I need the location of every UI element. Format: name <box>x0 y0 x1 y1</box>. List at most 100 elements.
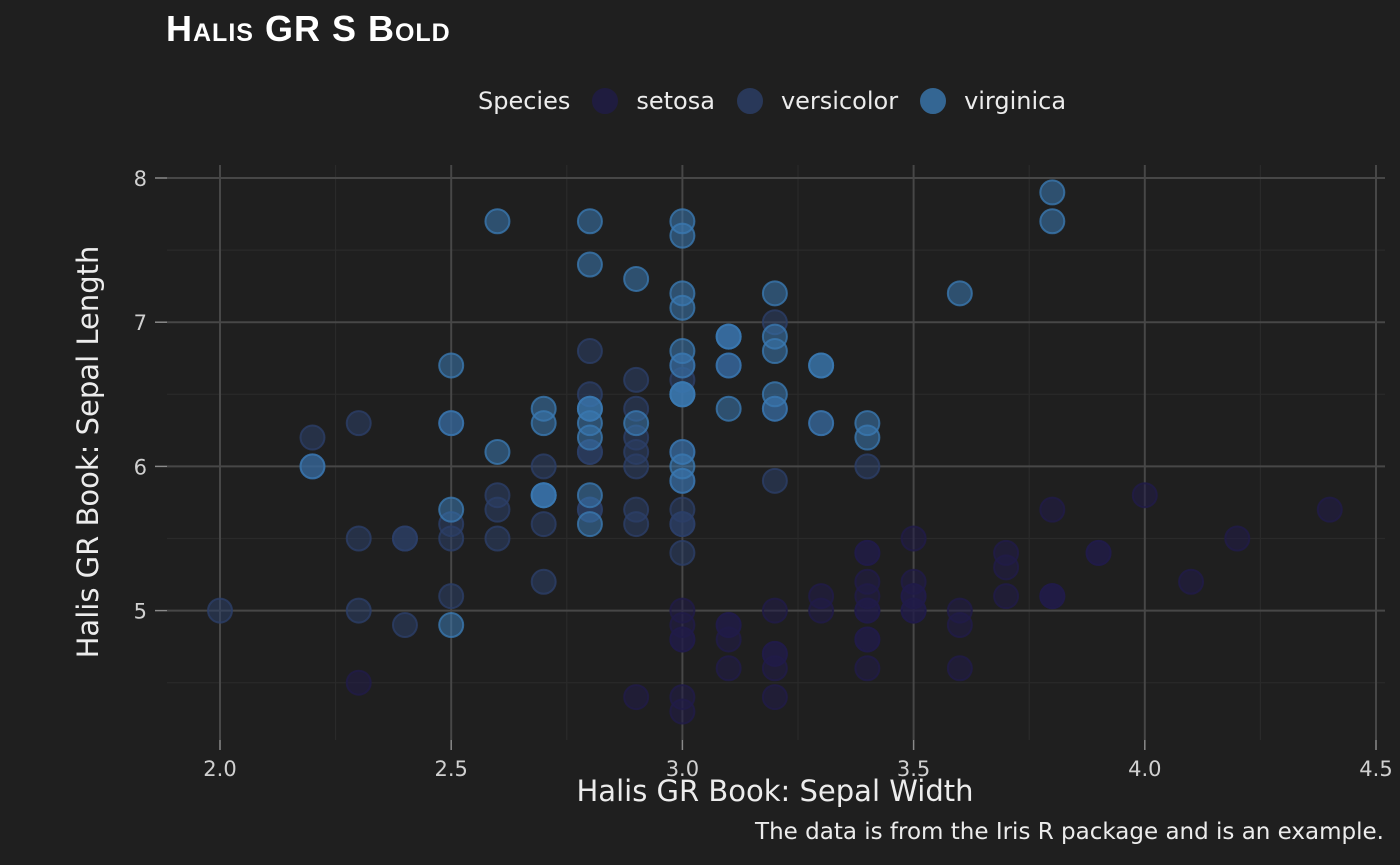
data-point-versicolor <box>623 366 650 393</box>
legend-item-virginica: virginica <box>920 87 1066 115</box>
data-point-virginica <box>530 482 557 509</box>
data-point-versicolor <box>438 525 465 552</box>
data-point-setosa <box>900 568 927 595</box>
data-point-virginica <box>761 338 788 365</box>
chart-caption: The data is from the Iris R package and … <box>755 819 1384 845</box>
data-point-setosa <box>1039 583 1066 610</box>
y-tick-label: 5 <box>134 600 147 624</box>
x-tick-label: 4.0 <box>1128 757 1161 781</box>
data-point-setosa <box>946 612 973 639</box>
x-tick-label: 2.5 <box>434 757 467 781</box>
data-point-virginica <box>808 352 835 379</box>
data-point-virginica <box>576 482 603 509</box>
data-point-virginica <box>669 467 696 494</box>
data-point-setosa <box>623 684 650 711</box>
data-point-setosa <box>1178 568 1205 595</box>
data-point-virginica <box>438 612 465 639</box>
data-point-versicolor <box>576 338 603 365</box>
data-point-setosa <box>993 554 1020 581</box>
data-point-setosa <box>808 597 835 624</box>
data-point-versicolor <box>438 583 465 610</box>
legend-label-virginica: virginica <box>964 87 1067 115</box>
data-point-versicolor <box>207 597 233 624</box>
legend-title: Species <box>478 87 571 115</box>
x-tick-label: 3.0 <box>666 757 699 781</box>
data-point-setosa <box>900 597 927 624</box>
legend-label-versicolor: versicolor <box>780 87 899 115</box>
data-point-virginica <box>715 395 742 422</box>
data-point-setosa <box>761 655 788 682</box>
data-point-virginica <box>576 410 603 437</box>
y-tick-label: 8 <box>134 167 147 191</box>
y-axis-label: Halis GR Book: Sepal Length <box>71 246 105 659</box>
legend-swatch-setosa <box>592 88 619 114</box>
legend-item-setosa: setosa <box>592 87 715 115</box>
chart-title: Halis GR S Bold <box>166 8 451 49</box>
data-point-versicolor <box>530 453 557 480</box>
data-point-setosa <box>669 597 696 624</box>
data-point-virginica <box>530 410 557 437</box>
data-point-setosa <box>761 684 788 711</box>
data-point-virginica <box>576 511 603 538</box>
data-points <box>207 179 1343 725</box>
data-point-virginica <box>438 352 465 379</box>
data-point-versicolor <box>391 612 418 639</box>
data-point-virginica <box>576 251 603 278</box>
data-point-setosa <box>345 669 372 696</box>
data-point-setosa <box>669 684 696 711</box>
data-point-versicolor <box>669 496 696 523</box>
data-point-virginica <box>576 208 603 235</box>
x-tick-label: 3.5 <box>897 757 930 781</box>
data-point-virginica <box>484 208 511 235</box>
data-point-virginica <box>669 280 696 307</box>
legend: Species setosa versicolor virginica <box>478 83 1088 119</box>
data-point-virginica <box>1039 179 1066 206</box>
data-point-setosa <box>669 626 696 653</box>
data-point-virginica <box>623 265 650 292</box>
data-point-virginica <box>484 438 511 465</box>
data-point-virginica <box>438 410 465 437</box>
data-point-versicolor <box>391 525 418 552</box>
major-gridlines <box>167 165 1385 740</box>
data-point-versicolor <box>530 568 557 595</box>
data-point-versicolor <box>484 525 511 552</box>
data-point-versicolor <box>854 453 881 480</box>
legend-swatch-virginica <box>920 88 947 114</box>
data-point-virginica <box>761 395 788 422</box>
data-point-virginica <box>669 352 696 379</box>
data-point-setosa <box>1224 525 1251 552</box>
data-point-setosa <box>854 583 881 610</box>
data-point-virginica <box>669 208 696 235</box>
data-point-setosa <box>761 597 788 624</box>
data-point-versicolor <box>530 511 557 538</box>
data-point-versicolor <box>345 597 372 624</box>
data-point-virginica <box>854 424 881 451</box>
data-point-setosa <box>1131 482 1158 509</box>
x-tick-label: 2.0 <box>203 757 236 781</box>
data-point-setosa <box>854 626 881 653</box>
series-virginica <box>299 179 1066 639</box>
y-tick-label: 6 <box>134 455 147 479</box>
data-point-virginica <box>623 410 650 437</box>
data-point-setosa <box>715 612 742 639</box>
data-point-virginica <box>715 323 742 350</box>
data-point-versicolor <box>299 424 326 451</box>
data-point-setosa <box>946 655 973 682</box>
data-point-versicolor <box>761 467 788 494</box>
data-point-setosa <box>1085 539 1112 566</box>
x-tick-label: 4.5 <box>1359 757 1392 781</box>
legend-item-versicolor: versicolor <box>736 87 899 115</box>
data-point-setosa <box>993 583 1020 610</box>
legend-swatch-versicolor <box>736 88 763 114</box>
data-point-setosa <box>854 655 881 682</box>
axis-ticks: 2.0 2.5 3.0 3.5 4.0 4.5 5 6 7 8 <box>134 167 1393 781</box>
data-point-virginica <box>761 280 788 307</box>
x-axis-label: Halis GR Book: Sepal Width <box>577 774 974 808</box>
minor-gridlines <box>167 165 1385 740</box>
data-point-setosa <box>715 655 742 682</box>
series-setosa <box>345 482 1343 725</box>
data-point-virginica <box>946 280 973 307</box>
data-point-versicolor <box>345 410 372 437</box>
data-point-versicolor <box>623 453 650 480</box>
